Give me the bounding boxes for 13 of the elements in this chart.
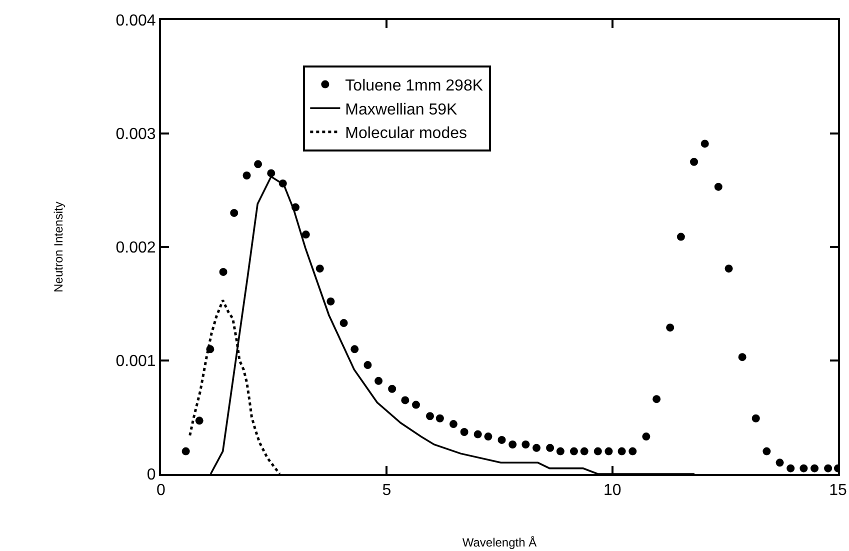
y-tick-label: 0 — [146, 466, 156, 484]
legend-label: Maxwellian 59K — [345, 101, 458, 118]
x-tick-label: 5 — [382, 482, 392, 500]
y-tick-label: 0.002 — [116, 240, 156, 257]
y-tick-label: 0.003 — [116, 126, 156, 144]
y-axis-title: Neutron Intensity — [52, 202, 66, 292]
x-tick-label: 15 — [829, 482, 847, 500]
x-axis-title: Wavelength Å — [462, 536, 537, 550]
legend-label: Toluene 1mm 298K — [345, 78, 484, 95]
x-tick-label: 10 — [603, 482, 622, 500]
y-tick-label: 0.001 — [116, 353, 156, 370]
y-tick-label: 0.004 — [116, 12, 156, 30]
legend-label: Molecular modes — [345, 125, 467, 142]
